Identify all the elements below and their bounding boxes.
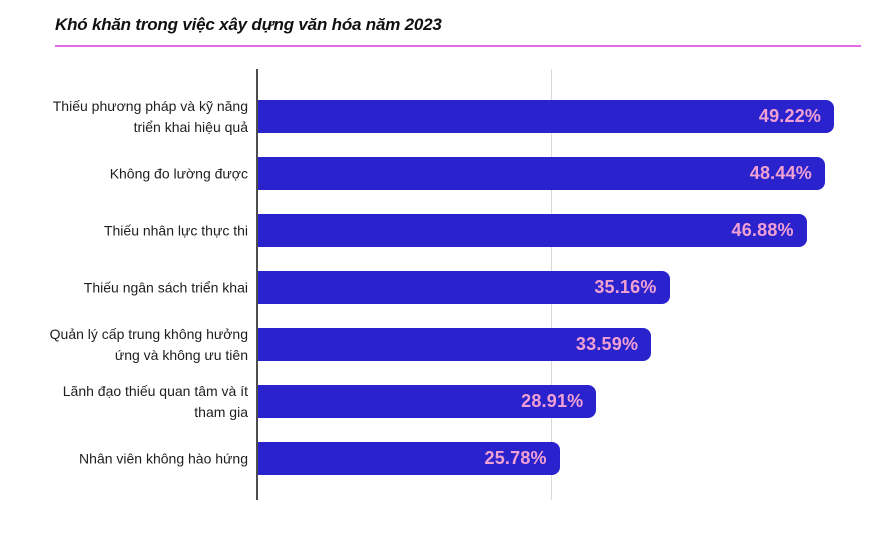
bar: 35.16%: [258, 271, 670, 304]
bar-value: 35.16%: [594, 277, 657, 297]
title-underline: [55, 45, 861, 47]
bar: 46.88%: [258, 214, 807, 247]
plot-area: 49.22% 48.44% 46.88% 35.16% 33.59% 28.91…: [256, 69, 862, 500]
category-label: Nhân viên không hào hứng: [79, 450, 248, 467]
bar-value: 25.78%: [484, 448, 547, 468]
category-label: Thiếu ngân sách triển khai: [83, 279, 248, 296]
bar-value: 46.88%: [731, 220, 794, 240]
bar: 28.91%: [258, 385, 597, 418]
bar: 25.78%: [258, 442, 560, 475]
bar: 49.22%: [258, 100, 835, 133]
chart-title: Khó khăn trong việc xây dựng văn hóa năm…: [55, 15, 442, 34]
category-label: Thiếu nhân lực thực thi: [103, 222, 248, 239]
category-label: Quản lý cấp trung không hưởng ứng và khô…: [49, 326, 248, 363]
bar: 33.59%: [258, 328, 652, 361]
bar-value: 28.91%: [521, 391, 584, 411]
category-label: Lãnh đạo thiếu quan tâm và ít tham gia: [62, 383, 248, 420]
y-axis-line: [256, 69, 258, 500]
bar-value: 33.59%: [575, 334, 639, 354]
bar-value: 49.22%: [758, 106, 822, 126]
category-label: Thiếu phương pháp và kỹ năng triển khai …: [52, 98, 248, 135]
bar: 48.44%: [258, 157, 825, 190]
category-label: Không đo lường được: [109, 165, 248, 182]
bar-value: 48.44%: [749, 163, 812, 183]
